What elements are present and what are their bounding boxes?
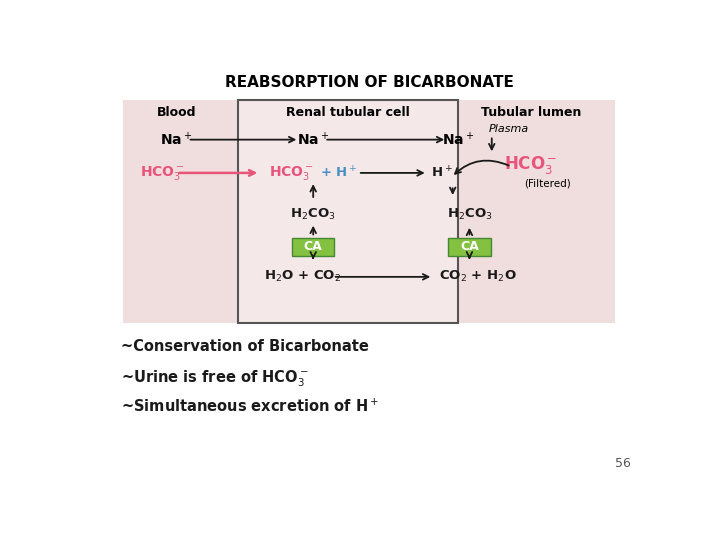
- Text: HCO$_3^-$: HCO$_3^-$: [269, 164, 313, 182]
- Text: H$^+$: H$^+$: [431, 165, 452, 180]
- Text: HCO$_3^-$: HCO$_3^-$: [504, 153, 557, 176]
- Text: 56: 56: [616, 457, 631, 470]
- Text: ~Simultaneous excretion of H$^+$: ~Simultaneous excretion of H$^+$: [121, 397, 379, 415]
- Bar: [124, 100, 615, 322]
- Text: HCO$_3^-$: HCO$_3^-$: [140, 164, 185, 182]
- FancyBboxPatch shape: [449, 238, 490, 256]
- Text: CA: CA: [304, 240, 323, 253]
- Text: Blood: Blood: [157, 106, 197, 119]
- Text: Na$^+$: Na$^+$: [442, 131, 474, 148]
- Text: (Filtered): (Filtered): [524, 178, 571, 188]
- Bar: [238, 100, 458, 322]
- Text: H$_2$O + CO$_2$: H$_2$O + CO$_2$: [264, 269, 341, 285]
- FancyBboxPatch shape: [292, 238, 334, 256]
- Text: CO$_2$ + H$_2$O: CO$_2$ + H$_2$O: [439, 269, 517, 285]
- Text: Renal tubular cell: Renal tubular cell: [287, 106, 410, 119]
- Text: Na$^+$: Na$^+$: [297, 131, 329, 148]
- Text: H$_2$CO$_3$: H$_2$CO$_3$: [446, 207, 492, 222]
- Text: ~Urine is free of HCO$_3^-$: ~Urine is free of HCO$_3^-$: [121, 368, 308, 389]
- Text: Na$^+$: Na$^+$: [161, 131, 192, 148]
- Text: H$_2$CO$_3$: H$_2$CO$_3$: [290, 207, 336, 222]
- Text: Plasma: Plasma: [489, 124, 529, 134]
- Text: Tubular lumen: Tubular lumen: [481, 106, 581, 119]
- Text: + H$^+$: + H$^+$: [320, 165, 357, 180]
- Text: REABSORPTION OF BICARBONATE: REABSORPTION OF BICARBONATE: [225, 75, 513, 90]
- Text: CA: CA: [460, 240, 479, 253]
- Text: ~Conservation of Bicarbonate: ~Conservation of Bicarbonate: [121, 339, 369, 354]
